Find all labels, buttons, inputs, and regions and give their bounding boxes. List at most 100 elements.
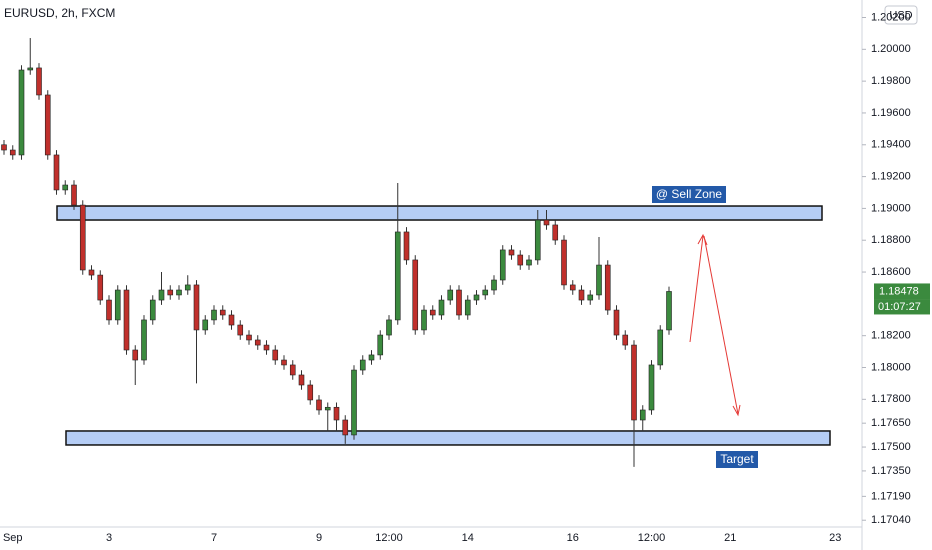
candle-body (184, 284, 191, 291)
candle-body (123, 289, 130, 351)
x-tick-label: 7 (211, 532, 217, 544)
candle-body (114, 289, 121, 321)
candle-body (27, 67, 34, 71)
last-price-box (874, 283, 930, 300)
y-tick-label: 1.19400 (871, 139, 911, 151)
candle-body (464, 299, 471, 316)
candle-body (561, 239, 567, 286)
candle-body (648, 364, 655, 411)
candle-body (79, 204, 86, 271)
candle-body (324, 406, 331, 411)
y-tick-label: 1.18000 (871, 361, 911, 373)
y-tick-label: 1.17040 (871, 514, 911, 526)
y-tick-label: 1.19800 (871, 75, 911, 87)
candle-body (228, 314, 235, 326)
candle-body (666, 291, 672, 331)
candle-body (149, 299, 156, 321)
x-tick-label: 12:00 (375, 532, 403, 544)
arrow-up (689, 235, 704, 343)
candle-body (604, 264, 611, 311)
candle-body (342, 419, 349, 436)
y-tick-label: 1.18800 (871, 234, 911, 246)
y-tick-label: 1.18600 (871, 266, 911, 278)
candle-body (631, 344, 637, 421)
candle-body (534, 219, 541, 261)
candle-body (62, 184, 69, 191)
arrowhead (732, 404, 741, 417)
x-tick-label: 3 (106, 532, 112, 544)
candle-body (639, 409, 646, 421)
candle-body (281, 359, 287, 366)
zone-tag (716, 451, 758, 468)
y-tick-label: 1.19200 (871, 170, 911, 182)
candle-body (211, 309, 217, 321)
x-tick-label: 16 (567, 532, 579, 544)
candle-body (657, 329, 664, 366)
candle-body (71, 184, 77, 206)
chart-title: EURUSD, 2h, FXCM (4, 6, 115, 20)
candle-body (526, 259, 532, 266)
candle-body (289, 364, 296, 376)
candle-body (44, 94, 51, 156)
candle-body (1, 144, 7, 151)
candle-body (596, 264, 602, 296)
y-tick-label: 1.20000 (871, 43, 911, 55)
candle-body (394, 231, 401, 321)
x-tick-label: 12:00 (638, 532, 666, 544)
x-tick-label: 14 (462, 532, 474, 544)
y-tick-label: 1.17350 (871, 465, 911, 477)
zone (65, 430, 831, 446)
candle-body (429, 309, 436, 316)
candle-body (456, 289, 462, 316)
candle-body (622, 334, 629, 346)
candle-body (88, 269, 95, 276)
candle-body (447, 289, 454, 301)
candle-body (158, 289, 165, 301)
projection-arrows (689, 233, 741, 417)
candle-body (246, 334, 252, 341)
candle-body (106, 299, 112, 321)
candle-body (421, 309, 427, 331)
candle-body (9, 149, 16, 156)
zone (56, 205, 823, 221)
candle-body (53, 154, 60, 191)
candle-body (499, 249, 506, 281)
candle-body (36, 67, 42, 96)
candle-body (508, 249, 515, 256)
zone-tag (652, 186, 726, 203)
candle-body (491, 279, 497, 291)
candle-body (202, 319, 209, 331)
y-tick-label: 1.19600 (871, 107, 911, 119)
y-tick-label: 1.19000 (871, 202, 911, 214)
candle-body (359, 359, 366, 371)
currency-badge (884, 5, 918, 25)
candle-body (272, 349, 279, 361)
y-tick-label: 1.20200 (871, 11, 911, 23)
candle-body (587, 294, 594, 301)
candle-body (368, 354, 375, 361)
arrow-down (703, 235, 739, 415)
candle-body (552, 224, 559, 241)
y-tick-label: 1.18200 (871, 330, 911, 342)
y-tick-label: 1.17800 (871, 393, 911, 405)
candle-body (132, 349, 139, 361)
zone-label: @ Sell Zone (656, 187, 723, 201)
candle-body (613, 309, 620, 336)
y-tick-label: 1.17190 (871, 490, 911, 502)
candle-body (473, 294, 480, 301)
candle-body (386, 319, 392, 336)
candle-body (517, 254, 524, 266)
candle-body (141, 319, 147, 361)
candle-body (543, 219, 550, 226)
last-price-label: 1.18478 (879, 285, 919, 297)
candle-body (167, 289, 174, 296)
x-tick-label: Sep (3, 532, 23, 544)
candle-body (482, 289, 489, 296)
y-tick-label: 1.17500 (871, 441, 911, 453)
candle-body (351, 369, 357, 436)
candle-body (193, 284, 200, 331)
candle-body (578, 289, 585, 301)
x-tick-label: 21 (724, 532, 736, 544)
